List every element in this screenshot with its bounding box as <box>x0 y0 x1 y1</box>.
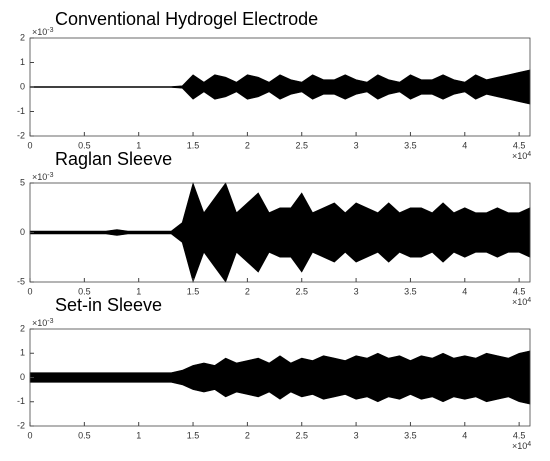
x-tick-label: 3.5 <box>404 140 417 150</box>
y-tick-label: 2 <box>20 323 25 333</box>
x-tick-label: 2 <box>245 286 250 296</box>
y-tick-label: 0 <box>20 372 25 382</box>
x-tick-label: 2.5 <box>295 286 308 296</box>
x-tick-label: 1 <box>136 286 141 296</box>
x-scale-base: ×10 <box>512 151 527 161</box>
x-scale-label: ×104 <box>512 441 531 452</box>
y-scale-label: ×10-3 <box>32 172 54 183</box>
x-tick-label: 0.5 <box>78 286 91 296</box>
x-tick-label: 1 <box>136 430 141 440</box>
x-tick-label: 4.5 <box>513 430 526 440</box>
x-tick-label: 3 <box>354 430 359 440</box>
x-scale-power: 4 <box>527 151 531 158</box>
x-tick-label: 3 <box>354 140 359 150</box>
y-tick-label: 1 <box>20 348 25 358</box>
x-tick-label: 2 <box>245 430 250 440</box>
x-tick-label: 2.5 <box>295 430 308 440</box>
x-tick-label: 0 <box>27 430 32 440</box>
y-scale-label: ×10-3 <box>32 318 54 329</box>
x-tick-label: 0.5 <box>78 430 91 440</box>
y-tick-label: 1 <box>20 57 25 67</box>
y-scale-power: -3 <box>47 318 53 325</box>
y-scale-power: -3 <box>47 172 53 179</box>
y-tick-label: 5 <box>20 177 25 187</box>
y-tick-label: 0 <box>20 81 25 91</box>
x-scale-label: ×104 <box>512 151 531 162</box>
y-scale-power: -3 <box>47 27 53 34</box>
x-tick-label: 1.5 <box>187 140 200 150</box>
x-scale-power: 4 <box>527 441 531 448</box>
x-scale-label: ×104 <box>512 297 531 308</box>
y-tick-label: -1 <box>17 106 25 116</box>
x-tick-label: 4 <box>462 140 467 150</box>
x-tick-label: 4 <box>462 286 467 296</box>
x-tick-label: 4.5 <box>513 286 526 296</box>
x-tick-label: 0 <box>27 140 32 150</box>
x-tick-label: 4.5 <box>513 140 526 150</box>
y-tick-label: -1 <box>17 396 25 406</box>
y-scale-base: ×10 <box>32 27 47 37</box>
x-tick-label: 3.5 <box>404 430 417 440</box>
x-tick-label: 2 <box>245 140 250 150</box>
y-tick-label: -5 <box>17 276 25 286</box>
y-tick-label: -2 <box>17 420 25 430</box>
y-tick-label: 0 <box>20 227 25 237</box>
y-scale-label: ×10-3 <box>32 27 54 38</box>
x-tick-label: 0 <box>27 286 32 296</box>
x-scale-base: ×10 <box>512 441 527 451</box>
x-tick-label: 1.5 <box>187 430 200 440</box>
panel-title: Raglan Sleeve <box>55 149 172 169</box>
x-tick-label: 4 <box>462 430 467 440</box>
x-tick-label: 0.5 <box>78 140 91 150</box>
x-tick-label: 1.5 <box>187 286 200 296</box>
panel-title: Set-in Sleeve <box>55 295 162 315</box>
y-scale-base: ×10 <box>32 318 47 328</box>
x-scale-power: 4 <box>527 297 531 304</box>
y-tick-label: 2 <box>20 32 25 42</box>
x-tick-label: 1 <box>136 140 141 150</box>
y-tick-label: -2 <box>17 130 25 140</box>
y-scale-base: ×10 <box>32 172 47 182</box>
x-tick-label: 3.5 <box>404 286 417 296</box>
x-tick-label: 2.5 <box>295 140 308 150</box>
x-scale-base: ×10 <box>512 297 527 307</box>
panel-title: Conventional Hydrogel Electrode <box>55 9 318 29</box>
x-tick-label: 3 <box>354 286 359 296</box>
